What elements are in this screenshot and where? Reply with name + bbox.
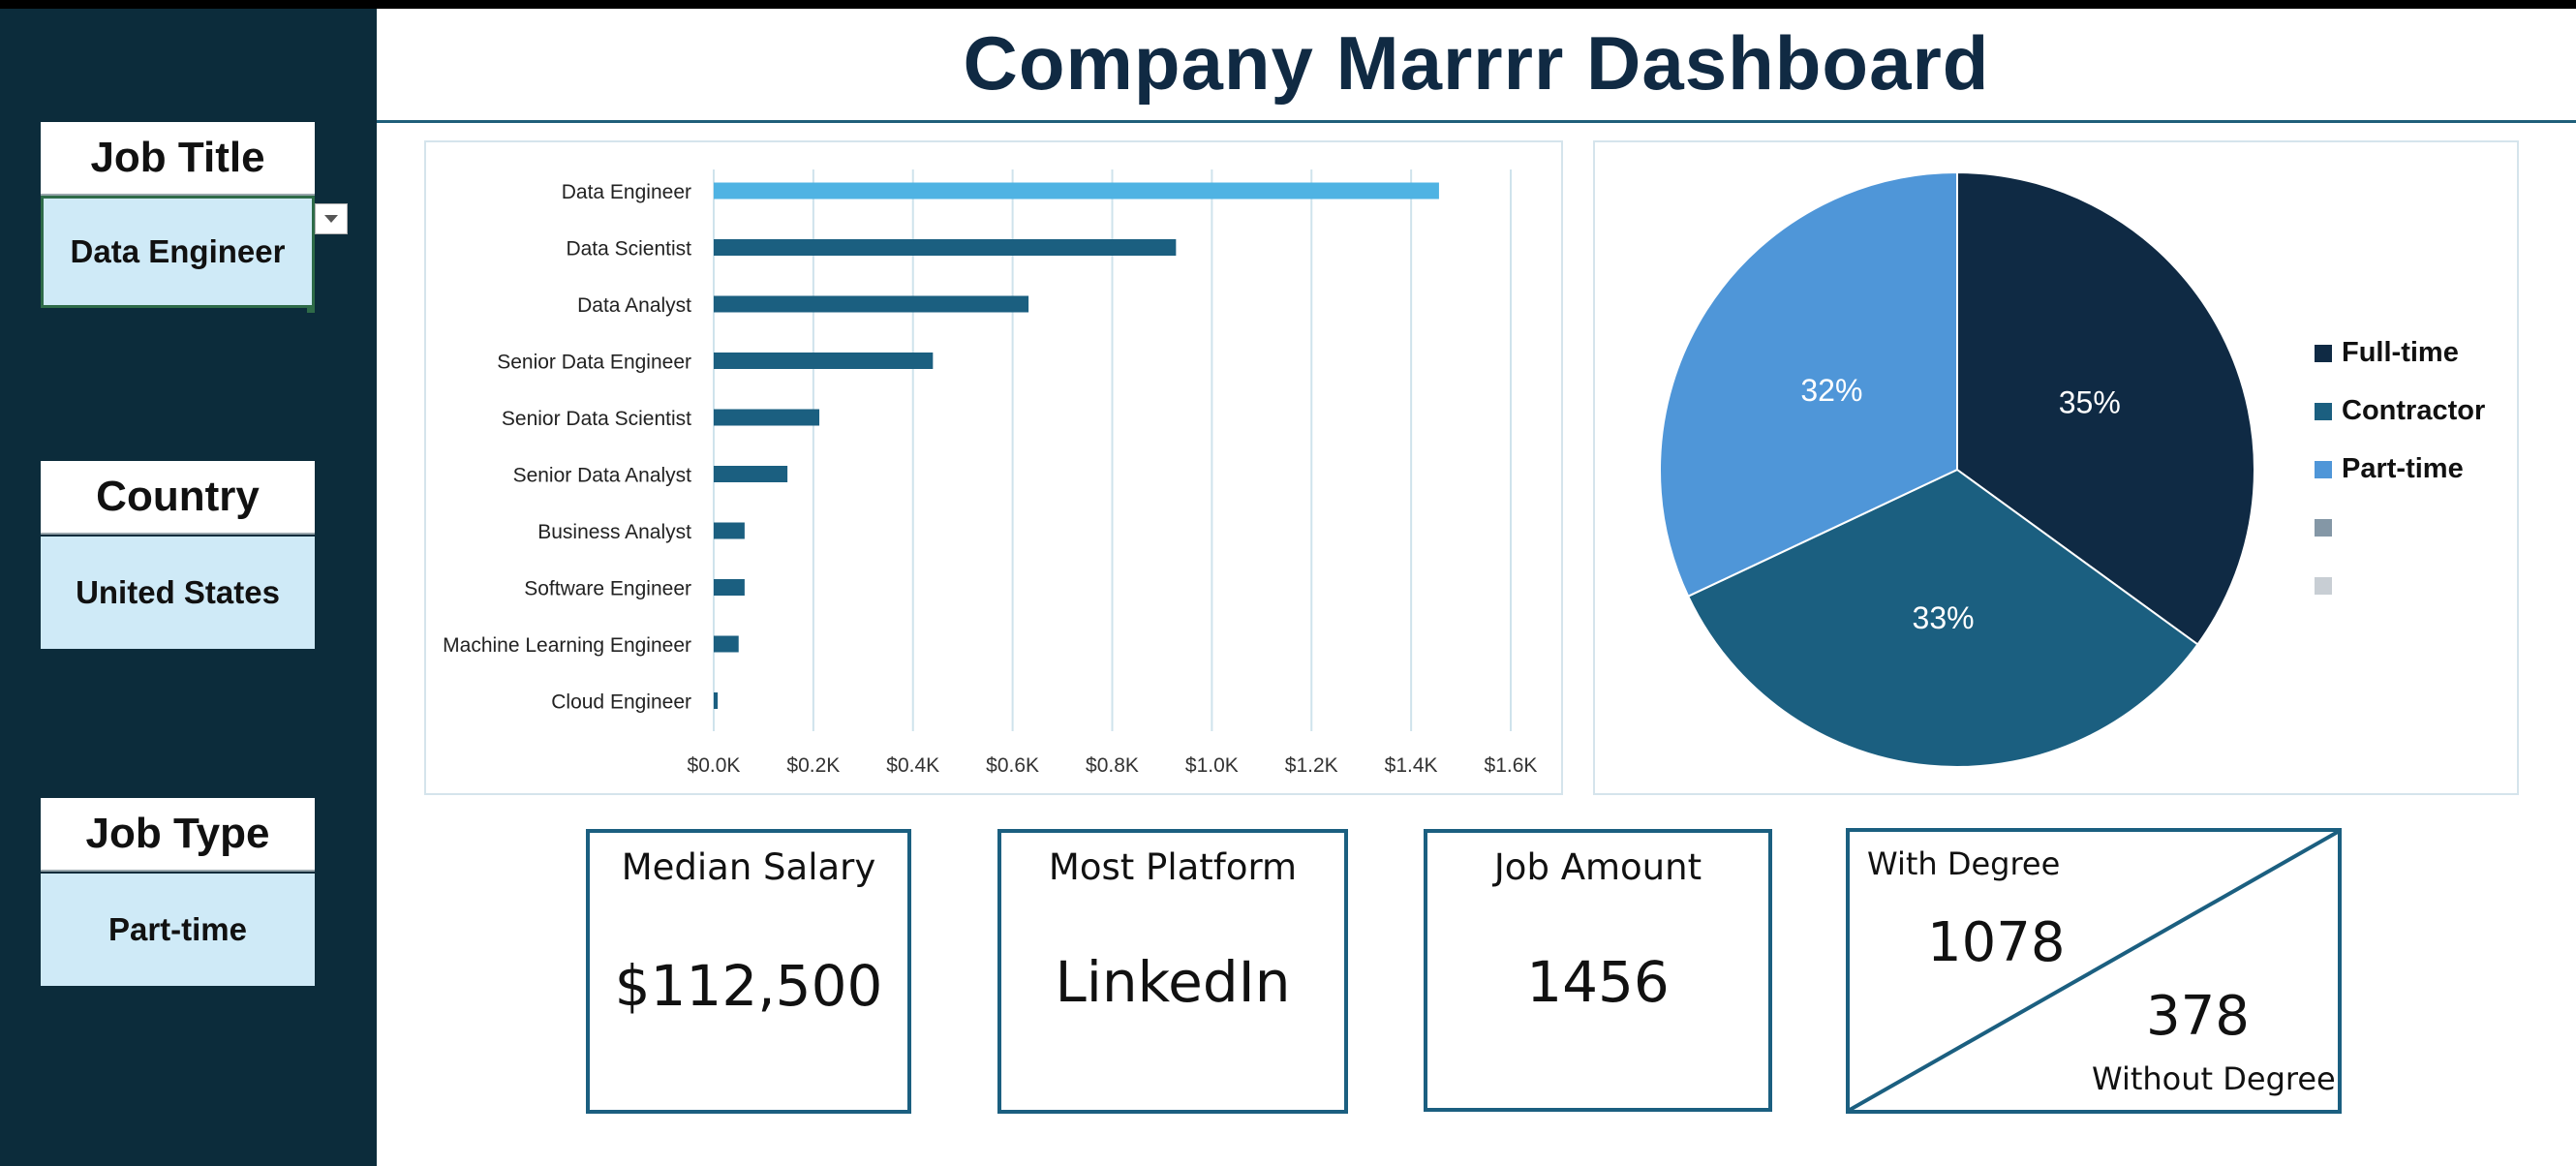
bar [714,635,739,653]
legend-swatch [2315,519,2332,537]
bar [714,409,820,426]
legend-swatch [2315,344,2332,362]
job-amount-label: Job Amount [1493,846,1702,888]
bar [714,353,934,369]
legend-label: Contractor [2342,395,2486,426]
country-slicer-header: Country [41,461,315,535]
degree-split-card: With Degree 1078 378 Without Degree [1846,828,2342,1114]
bar [714,239,1177,256]
bar [714,522,745,539]
diagonal-divider [1850,832,2338,1110]
without-degree-label: Without Degree [2092,1060,2336,1097]
bar [714,692,719,709]
pie-chart-panel[interactable]: 35% 33% 32% [1593,140,2519,795]
job-amount-card: Job Amount 1456 [1424,829,1772,1112]
x-tick-label: $0.4K [886,754,939,777]
most-platform-label: Most Platform [1048,846,1298,888]
pie-slice [1686,468,2199,768]
legend-swatch [2315,577,2332,595]
category-label: Senior Data Analyst [513,465,692,487]
with-degree-value: 1078 [1927,911,2066,974]
x-tick-label: $0.0K [688,754,741,777]
category-label: Senior Data Scientist [502,408,691,430]
bar [714,295,1029,313]
category-label: Software Engineer [524,578,691,600]
bar [714,466,788,482]
country-slicer-value[interactable]: United States [41,537,315,649]
pie-value-label: 35% [2059,384,2121,419]
category-label: Cloud Engineer [551,691,691,714]
x-tick-label: $1.4K [1385,754,1438,777]
legend-item-full-time: Full-time [2315,337,2459,369]
category-label: Senior Data Engineer [497,352,691,374]
header-divider [377,120,2576,123]
legend-item-contractor: Contractor [2315,395,2485,427]
legend-item-empty-1 [2315,519,2342,537]
median-salary-value: $112,500 [614,953,883,1019]
category-label: Machine Learning Engineer [443,634,691,657]
pie-value-label: 32% [1800,373,1862,408]
job-title-slicer-value[interactable]: Data Engineer [41,196,315,308]
category-label: Data Analyst [577,294,691,317]
job-count-bar-chart: $0.0K $0.2K $0.4K $0.6K $0.8K $1.0K $1.2K $1.4K… [443,169,1538,777]
x-tick-label: $0.8K [1086,754,1139,777]
chevron-down-icon [324,215,338,223]
job-type-slicer-value[interactable]: Part-time [41,874,315,986]
job-type-slicer-header: Job Type [41,798,315,872]
bar [714,579,745,596]
category-label: Data Scientist [566,238,691,261]
x-tick-label: $1.0K [1185,754,1239,777]
x-tick-label: $1.2K [1285,754,1338,777]
most-platform-card: Most Platform LinkedIn [997,829,1348,1114]
legend-swatch [2315,460,2332,478]
job-title-dropdown-button[interactable] [315,203,348,234]
category-label: Data Engineer [562,181,691,203]
pie-slice [1956,170,2255,646]
legend-label: Full-time [2342,337,2459,368]
legend-label: Part-time [2342,453,2464,484]
x-tick-label: $0.2K [786,754,840,777]
bar-chart-panel[interactable]: $0.0K $0.2K $0.4K $0.6K $0.8K $1.0K $1.2K $1.4K… [424,140,1563,795]
pie-slice [1659,170,1958,598]
job-title-slicer-header: Job Title [41,122,315,196]
without-degree-value: 378 [2146,985,2250,1048]
job-amount-value: 1456 [1526,949,1670,1015]
top-border [0,0,2576,9]
with-degree-label: With Degree [1867,845,2061,882]
dashboard-title: Company Marrrr Dashboard [963,19,1990,106]
median-salary-label: Median Salary [621,846,876,888]
legend-swatch [2315,402,2332,420]
legend-item-part-time: Part-time [2315,453,2464,485]
cell-fill-handle[interactable] [307,305,315,313]
x-tick-label: $0.6K [986,754,1039,777]
legend-item-empty-2 [2315,577,2342,595]
category-label: Business Analyst [537,521,691,543]
job-type-pie-chart: 35% 33% 32% [1659,170,2255,768]
bar [714,182,1439,199]
median-salary-card: Median Salary $112,500 [586,829,911,1114]
x-tick-label: $1.6K [1485,754,1538,777]
pie-value-label: 33% [1913,600,1975,635]
most-platform-value: LinkedIn [1055,949,1291,1015]
